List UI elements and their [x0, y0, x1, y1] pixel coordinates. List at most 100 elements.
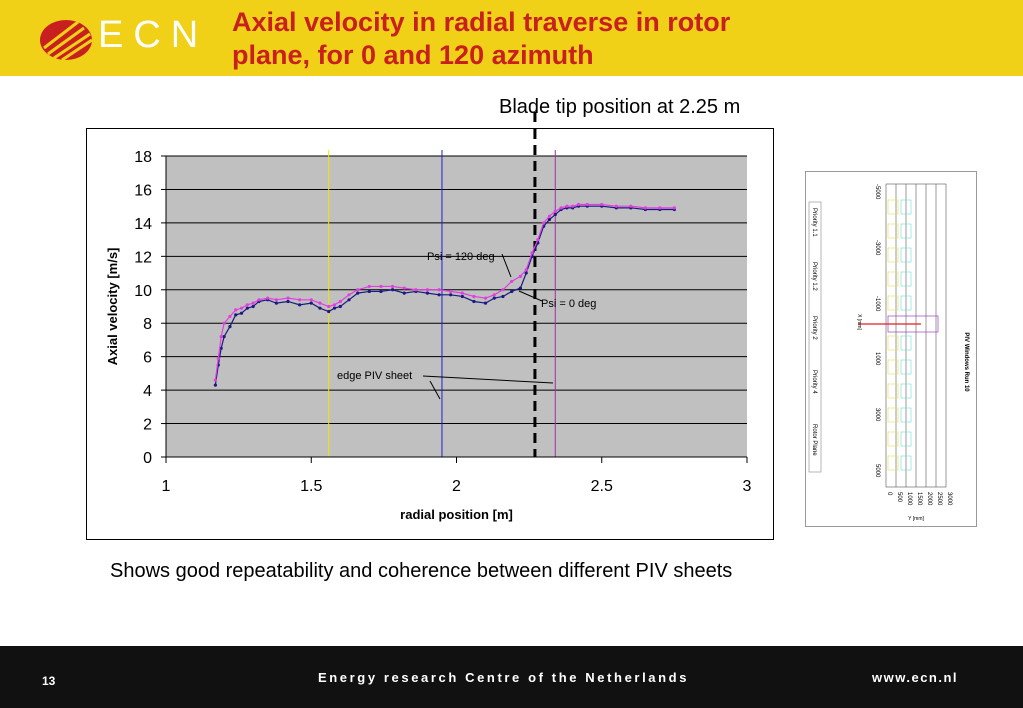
data-point	[245, 306, 249, 310]
data-point	[483, 296, 488, 300]
data-point	[518, 286, 523, 290]
data-point	[251, 301, 255, 305]
inset-grid	[895, 184, 937, 487]
inset-y-tick-label: 1000	[906, 492, 912, 506]
x-axis-label: radial position [m]	[400, 507, 513, 522]
data-point	[600, 202, 604, 207]
chart-frame: 0 2 4 6 8 10 12 14 16 18 1 1.5 2 2.5 3 radial position …	[86, 128, 774, 540]
annotation-edge-piv: edge PIV sheet	[337, 370, 412, 382]
title-line-1: Axial velocity in radial traverse in rot…	[232, 7, 731, 37]
data-point	[390, 284, 395, 289]
inset-legend-item: Priority 2	[811, 316, 817, 340]
data-point	[274, 301, 278, 305]
data-point	[402, 286, 406, 290]
data-point	[318, 301, 322, 305]
x-tick-label: 3	[743, 478, 752, 495]
organization-name: Energy research Centre of the Netherland…	[318, 670, 690, 685]
x-tick-label: 1.5	[300, 478, 322, 495]
x-tick-label: 2.5	[591, 478, 613, 495]
inset-y-tick-label: 500	[896, 492, 902, 503]
data-point	[524, 268, 528, 272]
data-point	[245, 303, 249, 307]
plot-area	[166, 156, 747, 457]
data-point	[492, 296, 496, 300]
data-point	[571, 204, 575, 208]
data-point	[213, 383, 217, 387]
data-point	[356, 288, 360, 292]
summary-text: Shows good repeatability and coherence b…	[110, 560, 733, 582]
annotation-psi-0: Psi = 0 deg	[541, 298, 596, 310]
data-point	[332, 306, 337, 310]
inset-y-tick-label: 2000	[926, 492, 932, 506]
x-tick-label: 2	[452, 478, 461, 495]
data-point	[298, 303, 302, 307]
data-point	[379, 284, 383, 289]
inset-legend-item: Rotor Plane	[811, 424, 817, 456]
data-point	[576, 202, 581, 207]
inset-legend-box	[808, 201, 822, 473]
title-line-2: plane, for 0 and 120 azimuth	[232, 40, 594, 70]
data-point	[338, 304, 342, 309]
piv-windows-inset: PIV Windows Run 10	[805, 171, 977, 527]
data-point	[239, 311, 244, 315]
data-point	[274, 298, 278, 302]
data-point	[658, 206, 662, 210]
data-point	[585, 202, 589, 207]
slide-title: Axial velocity in radial traverse in rot…	[232, 6, 952, 72]
data-point	[449, 289, 453, 294]
data-point	[327, 309, 331, 314]
data-point	[542, 221, 546, 225]
inset-windows	[887, 199, 939, 471]
data-point	[286, 296, 290, 300]
data-point	[318, 306, 322, 310]
y-tick-label: 0	[143, 450, 152, 467]
data-point	[347, 298, 351, 302]
annotation-arrow	[422, 375, 554, 384]
data-point	[347, 293, 351, 297]
annotation-arrow	[518, 290, 543, 302]
page-number: 13	[42, 674, 56, 688]
inset-y-tick-label: 0	[886, 492, 892, 496]
annotation-arrow	[501, 253, 512, 278]
data-point	[379, 289, 383, 294]
y-tick-label: 8	[143, 316, 152, 333]
y-tick-label: 12	[134, 249, 152, 266]
inset-x-tick-label: 1000	[874, 352, 880, 366]
inset-x-tick-label: 5000	[874, 464, 880, 478]
data-point	[553, 212, 557, 217]
velocity-chart: 0 2 4 6 8 10 12 14 16 18 1 1.5 2 2.5 3 radial position …	[105, 129, 752, 522]
ecn-logo: ECN	[38, 14, 208, 62]
data-point	[437, 293, 441, 297]
annotation-psi-120: Psi = 120 deg	[427, 251, 495, 263]
data-point	[553, 209, 557, 213]
data-point	[530, 251, 534, 255]
data-point	[414, 288, 418, 292]
data-point	[565, 204, 569, 208]
blade-tip-caption: Blade tip position at 2.25 m	[499, 96, 741, 118]
y-tick-label: 16	[134, 182, 152, 199]
data-point	[510, 279, 514, 284]
data-point	[367, 284, 371, 289]
data-point	[222, 335, 226, 339]
data-point	[216, 356, 220, 360]
data-point	[228, 314, 232, 319]
data-point	[213, 378, 217, 382]
data-point	[460, 294, 464, 299]
data-point	[518, 274, 523, 278]
inset-xlabel: Y [mm]	[908, 516, 924, 522]
data-point	[614, 204, 618, 208]
data-point	[472, 299, 476, 304]
data-point	[472, 294, 476, 299]
data-point	[257, 298, 261, 302]
data-point	[356, 291, 360, 295]
piv-windows-chart: PIV Windows Run 10	[808, 183, 969, 522]
inset-x-tick-label: -1000	[874, 296, 880, 312]
y-tick-label: 4	[143, 383, 152, 400]
data-point	[460, 291, 464, 295]
x-tick-label: 1	[162, 478, 171, 495]
data-point	[234, 308, 238, 312]
data-point	[219, 346, 223, 350]
logo-text: ECN	[98, 14, 209, 56]
header-bar: ECN Axial velocity in radial traverse in…	[0, 0, 1023, 76]
